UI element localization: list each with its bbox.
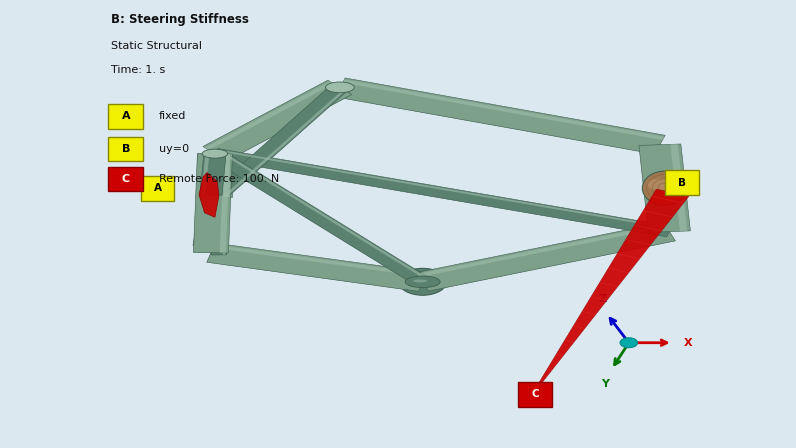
Text: C: C — [531, 389, 539, 399]
FancyBboxPatch shape — [141, 176, 174, 201]
Polygon shape — [199, 172, 219, 217]
Ellipse shape — [413, 280, 427, 282]
Polygon shape — [639, 144, 690, 233]
Polygon shape — [193, 194, 212, 246]
Ellipse shape — [642, 171, 687, 205]
Polygon shape — [220, 154, 230, 253]
FancyBboxPatch shape — [108, 167, 143, 191]
Polygon shape — [213, 245, 426, 277]
Polygon shape — [193, 194, 221, 246]
Polygon shape — [208, 150, 430, 285]
Polygon shape — [193, 154, 232, 253]
Ellipse shape — [326, 82, 354, 93]
Ellipse shape — [202, 149, 228, 158]
Ellipse shape — [647, 179, 674, 190]
Polygon shape — [205, 81, 334, 150]
Text: A: A — [122, 112, 130, 121]
Text: X: X — [684, 338, 693, 348]
Polygon shape — [213, 86, 352, 161]
Polygon shape — [334, 86, 661, 154]
Text: Time: 1. s: Time: 1. s — [111, 65, 166, 75]
Polygon shape — [534, 189, 689, 391]
Polygon shape — [197, 154, 232, 197]
Text: Static Structural: Static Structural — [111, 41, 202, 51]
Text: A: A — [154, 183, 162, 193]
Polygon shape — [211, 85, 348, 198]
Polygon shape — [207, 252, 423, 291]
Polygon shape — [224, 154, 230, 197]
Polygon shape — [213, 149, 672, 237]
Ellipse shape — [208, 152, 218, 154]
Text: uy=0: uy=0 — [159, 144, 189, 154]
Text: B: B — [122, 144, 130, 154]
Polygon shape — [207, 243, 427, 291]
Text: fixed: fixed — [159, 112, 186, 121]
Ellipse shape — [332, 85, 344, 88]
Polygon shape — [213, 153, 669, 237]
Circle shape — [399, 268, 447, 295]
Polygon shape — [639, 145, 672, 233]
FancyBboxPatch shape — [108, 137, 143, 161]
Text: Remote Force: 100. N: Remote Force: 100. N — [159, 174, 279, 184]
Polygon shape — [211, 85, 341, 195]
Polygon shape — [200, 153, 226, 195]
Circle shape — [413, 276, 432, 287]
Polygon shape — [193, 154, 217, 253]
Polygon shape — [670, 144, 687, 231]
Polygon shape — [208, 195, 220, 246]
Polygon shape — [221, 188, 225, 255]
Polygon shape — [418, 224, 666, 277]
Polygon shape — [209, 188, 227, 255]
Polygon shape — [417, 222, 675, 291]
Polygon shape — [209, 188, 220, 255]
Text: Y: Y — [601, 379, 609, 389]
Polygon shape — [203, 80, 352, 161]
Polygon shape — [422, 231, 675, 291]
Polygon shape — [197, 154, 217, 197]
Text: C: C — [122, 174, 130, 184]
Polygon shape — [210, 154, 226, 195]
Polygon shape — [342, 79, 665, 140]
Text: B: Steering Stiffness: B: Steering Stiffness — [111, 13, 249, 26]
Polygon shape — [201, 153, 209, 195]
Polygon shape — [223, 89, 347, 197]
Polygon shape — [217, 149, 672, 229]
Polygon shape — [334, 78, 665, 154]
Polygon shape — [218, 151, 429, 280]
Polygon shape — [208, 153, 423, 285]
Text: Z: Z — [599, 294, 607, 304]
FancyBboxPatch shape — [518, 382, 552, 407]
FancyBboxPatch shape — [665, 170, 699, 195]
Ellipse shape — [405, 276, 440, 288]
Text: B: B — [678, 178, 686, 188]
FancyBboxPatch shape — [108, 104, 143, 129]
Circle shape — [620, 338, 638, 348]
